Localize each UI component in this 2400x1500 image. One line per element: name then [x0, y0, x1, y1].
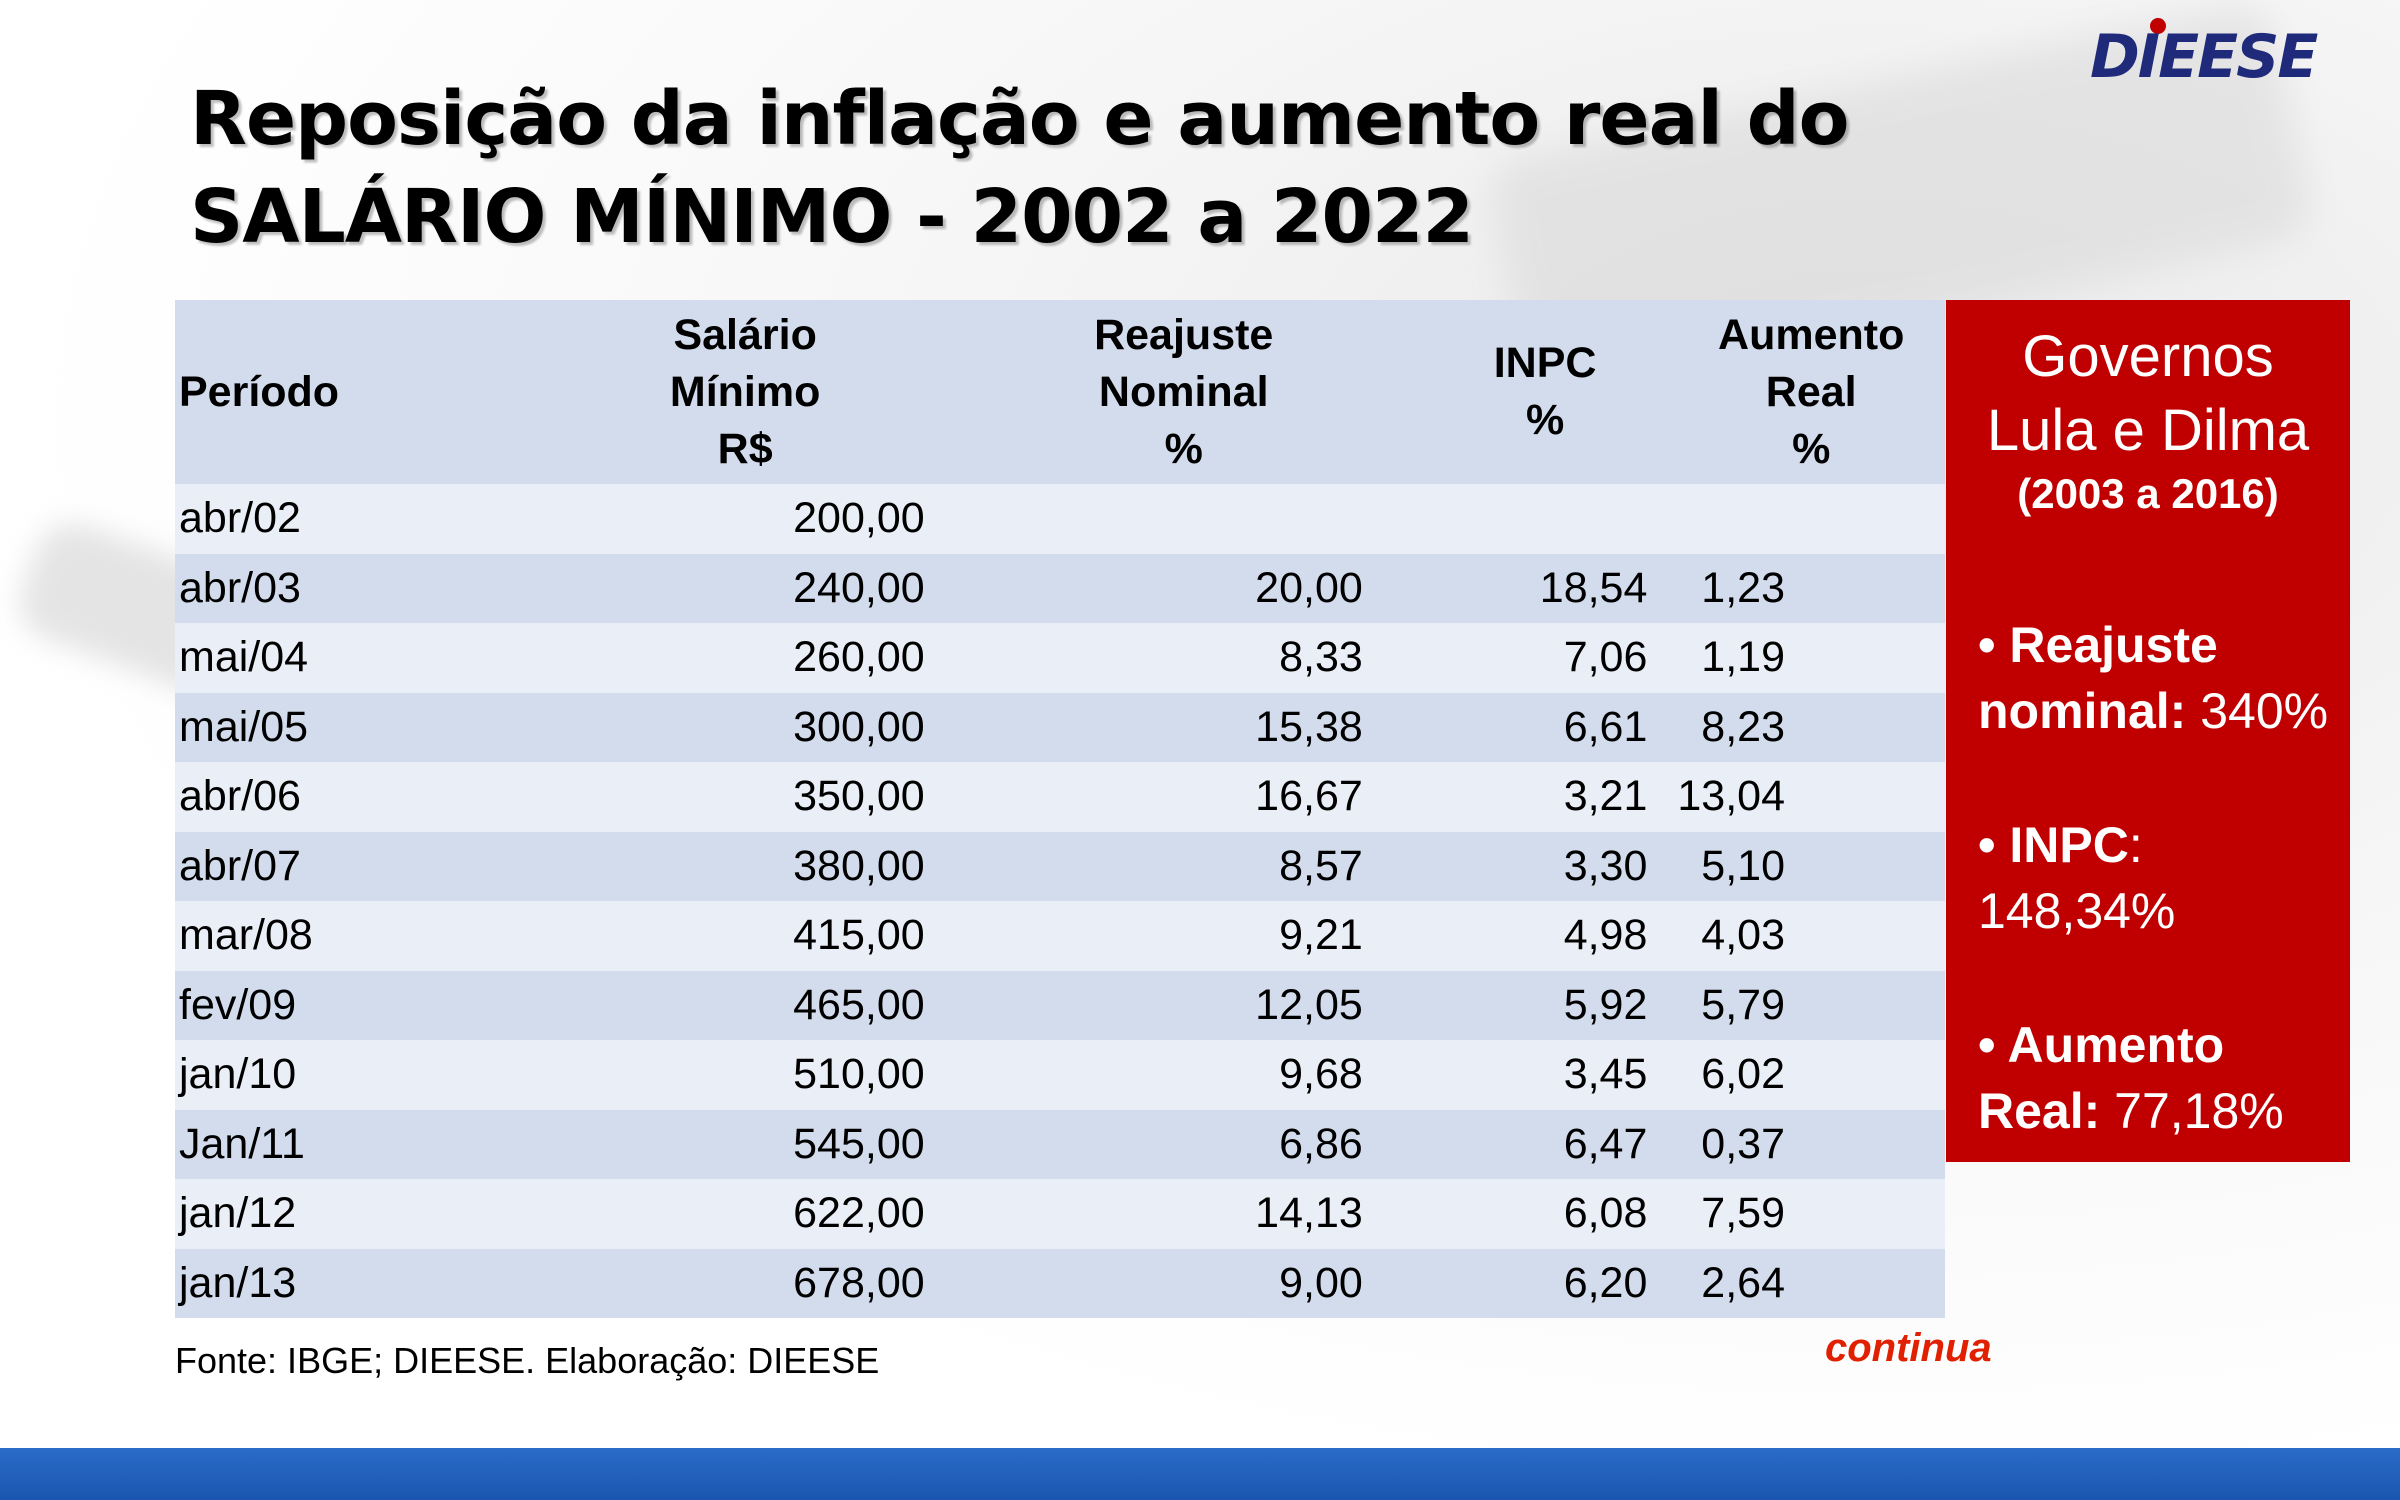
table-row: fev/09 465,00 12,05 5,92 5,79 [175, 970, 1945, 1040]
bottom-bar [0, 1448, 2400, 1500]
cell-periodo: fev/09 [175, 970, 536, 1040]
table-row: jan/12 622,00 14,13 6,08 7,59 [175, 1179, 1945, 1249]
continue-link[interactable]: continua [1825, 1326, 1992, 1370]
cell-salario: 350,00 [535, 762, 955, 832]
cell-aumento: 13,04 [1677, 762, 1945, 832]
cell-aumento [1677, 484, 1945, 554]
table-body: abr/02 200,00 abr/03 240,00 20,00 18,54 1,23 ma… [175, 484, 1945, 1318]
cell-periodo: mai/05 [175, 692, 536, 762]
cell-aumento: 8,23 [1677, 692, 1945, 762]
cell-reajuste: 9,68 [954, 1040, 1413, 1110]
cell-aumento: 4,03 [1677, 901, 1945, 971]
table-row: abr/07 380,00 8,57 3,30 5,10 [175, 831, 1945, 901]
summary-reajuste: • Reajuste nominal: 340% [1978, 617, 2329, 739]
cell-salario: 240,00 [535, 553, 955, 623]
cell-aumento: 1,23 [1677, 553, 1945, 623]
table-row: jan/10 510,00 9,68 3,45 6,02 [175, 1040, 1945, 1110]
cell-reajuste: 9,00 [954, 1248, 1413, 1318]
cell-inpc: 7,06 [1412, 623, 1678, 693]
cell-inpc: 5,92 [1412, 970, 1678, 1040]
cell-inpc: 6,61 [1412, 692, 1678, 762]
cell-inpc: 18,54 [1412, 553, 1678, 623]
cell-aumento: 7,59 [1677, 1179, 1945, 1249]
cell-periodo: jan/13 [175, 1248, 536, 1318]
cell-aumento: 2,64 [1677, 1248, 1945, 1318]
header-inpc: INPC % [1412, 300, 1678, 484]
cell-aumento: 1,19 [1677, 623, 1945, 693]
table-row: abr/03 240,00 20,00 18,54 1,23 [175, 553, 1945, 623]
table-row: Jan/11 545,00 6,86 6,47 0,37 [175, 1109, 1945, 1179]
cell-reajuste: 8,57 [954, 831, 1413, 901]
cell-salario: 678,00 [535, 1248, 955, 1318]
cell-inpc: 4,98 [1412, 901, 1678, 971]
cell-aumento: 5,79 [1677, 970, 1945, 1040]
table-header-row: Período Salário Mínimo R$ Reajuste Nomin… [175, 300, 1945, 484]
cell-inpc: 3,45 [1412, 1040, 1678, 1110]
logo-dot [2150, 18, 2166, 34]
cell-aumento: 0,37 [1677, 1109, 1945, 1179]
cell-salario: 380,00 [535, 831, 955, 901]
page-title: Reposição da inflação e aumento real do … [190, 70, 2040, 266]
summary-aumento: • Aumento Real: 77,18% [1978, 1017, 2284, 1139]
cell-salario: 200,00 [535, 484, 955, 554]
cell-salario: 465,00 [535, 970, 955, 1040]
cell-reajuste [954, 484, 1413, 554]
cell-aumento: 5,10 [1677, 831, 1945, 901]
title-line-1: Reposição da inflação e aumento real do [190, 76, 1849, 162]
cell-salario: 300,00 [535, 692, 955, 762]
cell-inpc: 6,20 [1412, 1248, 1678, 1318]
cell-salario: 622,00 [535, 1179, 955, 1249]
table-row: abr/06 350,00 16,67 3,21 13,04 [175, 762, 1945, 832]
summary-inpc: • INPC: 148,34% [1978, 817, 2176, 939]
table-row: mai/04 260,00 8,33 7,06 1,19 [175, 623, 1945, 693]
cell-reajuste: 20,00 [954, 553, 1413, 623]
cell-salario: 545,00 [535, 1109, 955, 1179]
summary-subtitle: (2003 a 2016) [2017, 470, 2279, 517]
header-aumento: Aumento Real % [1677, 300, 1945, 484]
governments-summary-box: Governos Lula e Dilma (2003 a 2016) • Re… [1946, 300, 2350, 1162]
header-periodo: Período [175, 300, 536, 484]
table-row: abr/02 200,00 [175, 484, 1945, 554]
cell-salario: 415,00 [535, 901, 955, 971]
cell-reajuste: 16,67 [954, 762, 1413, 832]
title-line-2: SALÁRIO MÍNIMO - 2002 a 2022 [190, 174, 1474, 260]
cell-inpc: 3,30 [1412, 831, 1678, 901]
header-salario: Salário Mínimo R$ [535, 300, 955, 484]
cell-inpc: 6,47 [1412, 1109, 1678, 1179]
cell-inpc: 6,08 [1412, 1179, 1678, 1249]
table-row: mar/08 415,00 9,21 4,98 4,03 [175, 901, 1945, 971]
cell-reajuste: 9,21 [954, 901, 1413, 971]
table-row: jan/13 678,00 9,00 6,20 2,64 [175, 1248, 1945, 1318]
cell-periodo: abr/03 [175, 553, 536, 623]
dieese-logo: DIEESE [2090, 22, 2318, 92]
cell-inpc [1412, 484, 1678, 554]
cell-reajuste: 6,86 [954, 1109, 1413, 1179]
cell-aumento: 6,02 [1677, 1040, 1945, 1110]
cell-reajuste: 14,13 [954, 1179, 1413, 1249]
cell-periodo: Jan/11 [175, 1109, 536, 1179]
cell-periodo: abr/06 [175, 762, 536, 832]
cell-periodo: abr/07 [175, 831, 536, 901]
source-note: Fonte: IBGE; DIEESE. Elaboração: DIEESE [175, 1340, 880, 1381]
table-row: mai/05 300,00 15,38 6,61 8,23 [175, 692, 1945, 762]
cell-periodo: jan/12 [175, 1179, 536, 1249]
cell-periodo: abr/02 [175, 484, 536, 554]
salary-table: Período Salário Mínimo R$ Reajuste Nomin… [175, 300, 1945, 1318]
cell-periodo: mai/04 [175, 623, 536, 693]
cell-reajuste: 8,33 [954, 623, 1413, 693]
cell-periodo: mar/08 [175, 901, 536, 971]
cell-inpc: 3,21 [1412, 762, 1678, 832]
cell-salario: 260,00 [535, 623, 955, 693]
header-reajuste: Reajuste Nominal % [954, 300, 1413, 484]
cell-salario: 510,00 [535, 1040, 955, 1110]
cell-reajuste: 12,05 [954, 970, 1413, 1040]
cell-periodo: jan/10 [175, 1040, 536, 1110]
summary-title: Governos Lula e Dilma [1986, 324, 2310, 463]
cell-reajuste: 15,38 [954, 692, 1413, 762]
